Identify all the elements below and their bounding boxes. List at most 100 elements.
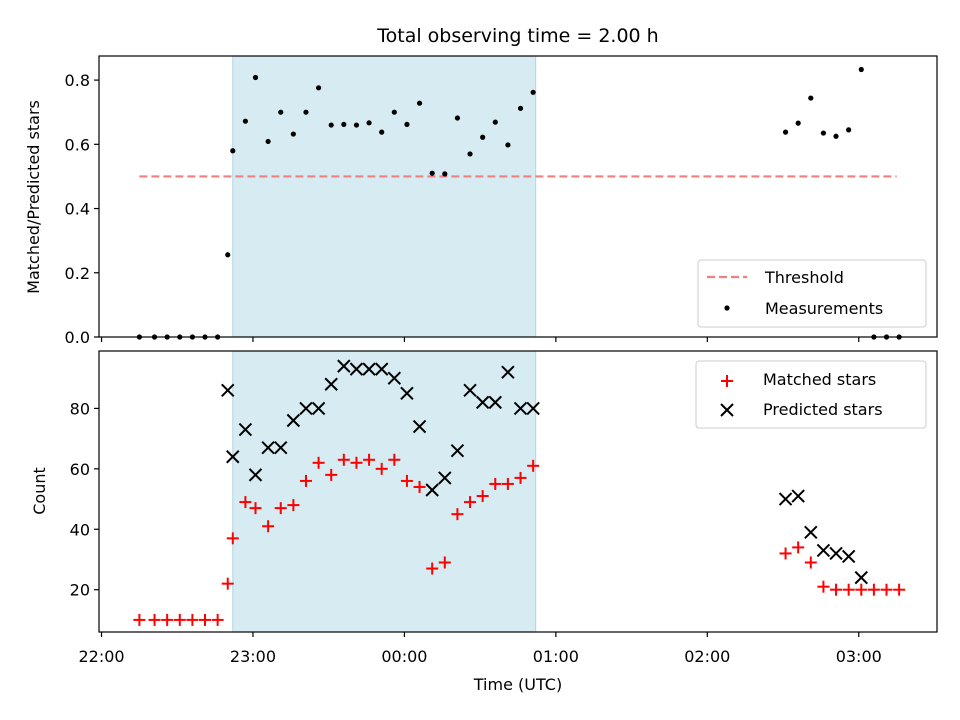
measurement-point [530, 89, 536, 95]
matched-star-point [476, 490, 489, 503]
predicted-star-point [324, 377, 338, 391]
top-y-tick-label: 0.0 [65, 328, 90, 347]
matched-star-point [388, 453, 401, 466]
predicted-star-point [829, 546, 843, 561]
measurement-point [230, 148, 236, 154]
bottom-star-points [133, 359, 906, 626]
matched-star-point [451, 508, 464, 521]
measurement-point [782, 129, 789, 135]
measurement-point [795, 120, 801, 126]
top-measurement-points [136, 66, 902, 340]
matched-star-point [779, 547, 792, 560]
measurement-point [833, 133, 839, 139]
matched-star-point [262, 520, 275, 533]
matched-star-point [830, 583, 843, 596]
matched-star-point [312, 456, 325, 469]
predicted-star-point [226, 450, 240, 464]
matched-star-point [400, 474, 413, 487]
bottom-y-axis-label: Count [30, 467, 49, 515]
measurement-point [391, 109, 397, 115]
matched-star-point [817, 580, 830, 593]
x-axis-label: Time (UTC) [473, 675, 562, 694]
legend-matched-label: Matched stars [763, 370, 876, 389]
predicted-star-point [261, 440, 275, 455]
predicted-star-point [526, 401, 540, 416]
predicted-star-point [286, 413, 301, 428]
predicted-star-point [387, 371, 402, 385]
measurement-point [278, 109, 284, 115]
bottom-y-tick-label: 40 [70, 520, 90, 539]
matched-star-point [363, 453, 376, 466]
predicted-star-point [349, 362, 364, 376]
measurement-point [820, 130, 827, 136]
measurement-point [242, 118, 248, 124]
predicted-star-point [425, 483, 439, 497]
bottom-axes-frame [98, 350, 938, 633]
predicted-star-point [400, 386, 414, 401]
matched-star-point [239, 496, 252, 509]
predicted-star-point [248, 468, 263, 482]
matched-star-point [804, 556, 817, 569]
matched-star-point [501, 477, 514, 490]
predicted-star-point [513, 401, 528, 416]
measurement-point [467, 151, 473, 157]
measurement-point [429, 170, 435, 176]
measurement-point [846, 127, 852, 133]
top-y-tick-label: 0.6 [65, 135, 90, 154]
matched-star-point [199, 613, 212, 626]
bottom-y-tick-label: 80 [70, 399, 90, 418]
predicted-star-point [238, 422, 253, 437]
matched-star-point [527, 459, 540, 472]
predicted-star-point [221, 383, 235, 397]
top-legend: Threshold Measurements [697, 259, 927, 328]
matched-star-point [287, 499, 300, 512]
legend-predicted-label: Predicted stars [763, 400, 883, 419]
bottom-x-ticks: 22:00 23:00 00:00 01:00 02:00 03:00 [78, 632, 882, 666]
predicted-star-point [778, 492, 793, 506]
measurement-point [492, 119, 498, 125]
matched-star-point [148, 613, 161, 626]
predicted-star-point [438, 471, 452, 485]
matched-star-point [211, 613, 224, 626]
chart-title: Total observing time = 2.00 h [376, 25, 658, 47]
predicted-star-point [362, 362, 376, 376]
measurement-point [353, 122, 360, 128]
top-y-axis-label: Matched/Predicted stars [24, 100, 43, 294]
measurement-point [480, 134, 486, 140]
measurement-point [517, 105, 524, 111]
matched-star-point [464, 496, 477, 509]
matched-star-point [325, 468, 338, 481]
matched-star-point [299, 474, 312, 487]
matched-star-point [489, 477, 502, 490]
bottom-highlight-span [232, 350, 537, 633]
matched-star-point [514, 471, 527, 484]
top-axes-frame [98, 55, 938, 338]
top-observing-window [232, 55, 537, 338]
matched-star-point [186, 613, 199, 626]
measurement-point [505, 142, 511, 148]
matched-star-point [173, 613, 186, 626]
measurement-point [454, 115, 461, 121]
top-legend-box [697, 259, 927, 328]
matched-star-point [855, 583, 868, 596]
bottom-observing-window [232, 350, 537, 633]
matched-star-point [867, 583, 880, 596]
top-panel: 0.00.20.40.60.8 Matched/Predicted stars … [24, 55, 938, 347]
x-tick-label: 22:00 [78, 647, 124, 666]
measurement-point [808, 95, 814, 101]
measurement-point [290, 131, 296, 137]
matched-star-point [226, 532, 239, 545]
predicted-star-point [488, 395, 502, 410]
matched-star-point [161, 613, 174, 626]
matched-star-point [893, 583, 906, 596]
x-tick-label: 01:00 [533, 647, 579, 666]
measurement-point [379, 129, 385, 135]
measurement-point [252, 74, 259, 81]
top-y-tick-label: 0.8 [65, 71, 90, 90]
matched-star-point [792, 541, 805, 554]
matched-star-point [413, 480, 426, 493]
top-y-tick-label: 0.2 [65, 264, 90, 283]
measurement-point [303, 109, 309, 115]
